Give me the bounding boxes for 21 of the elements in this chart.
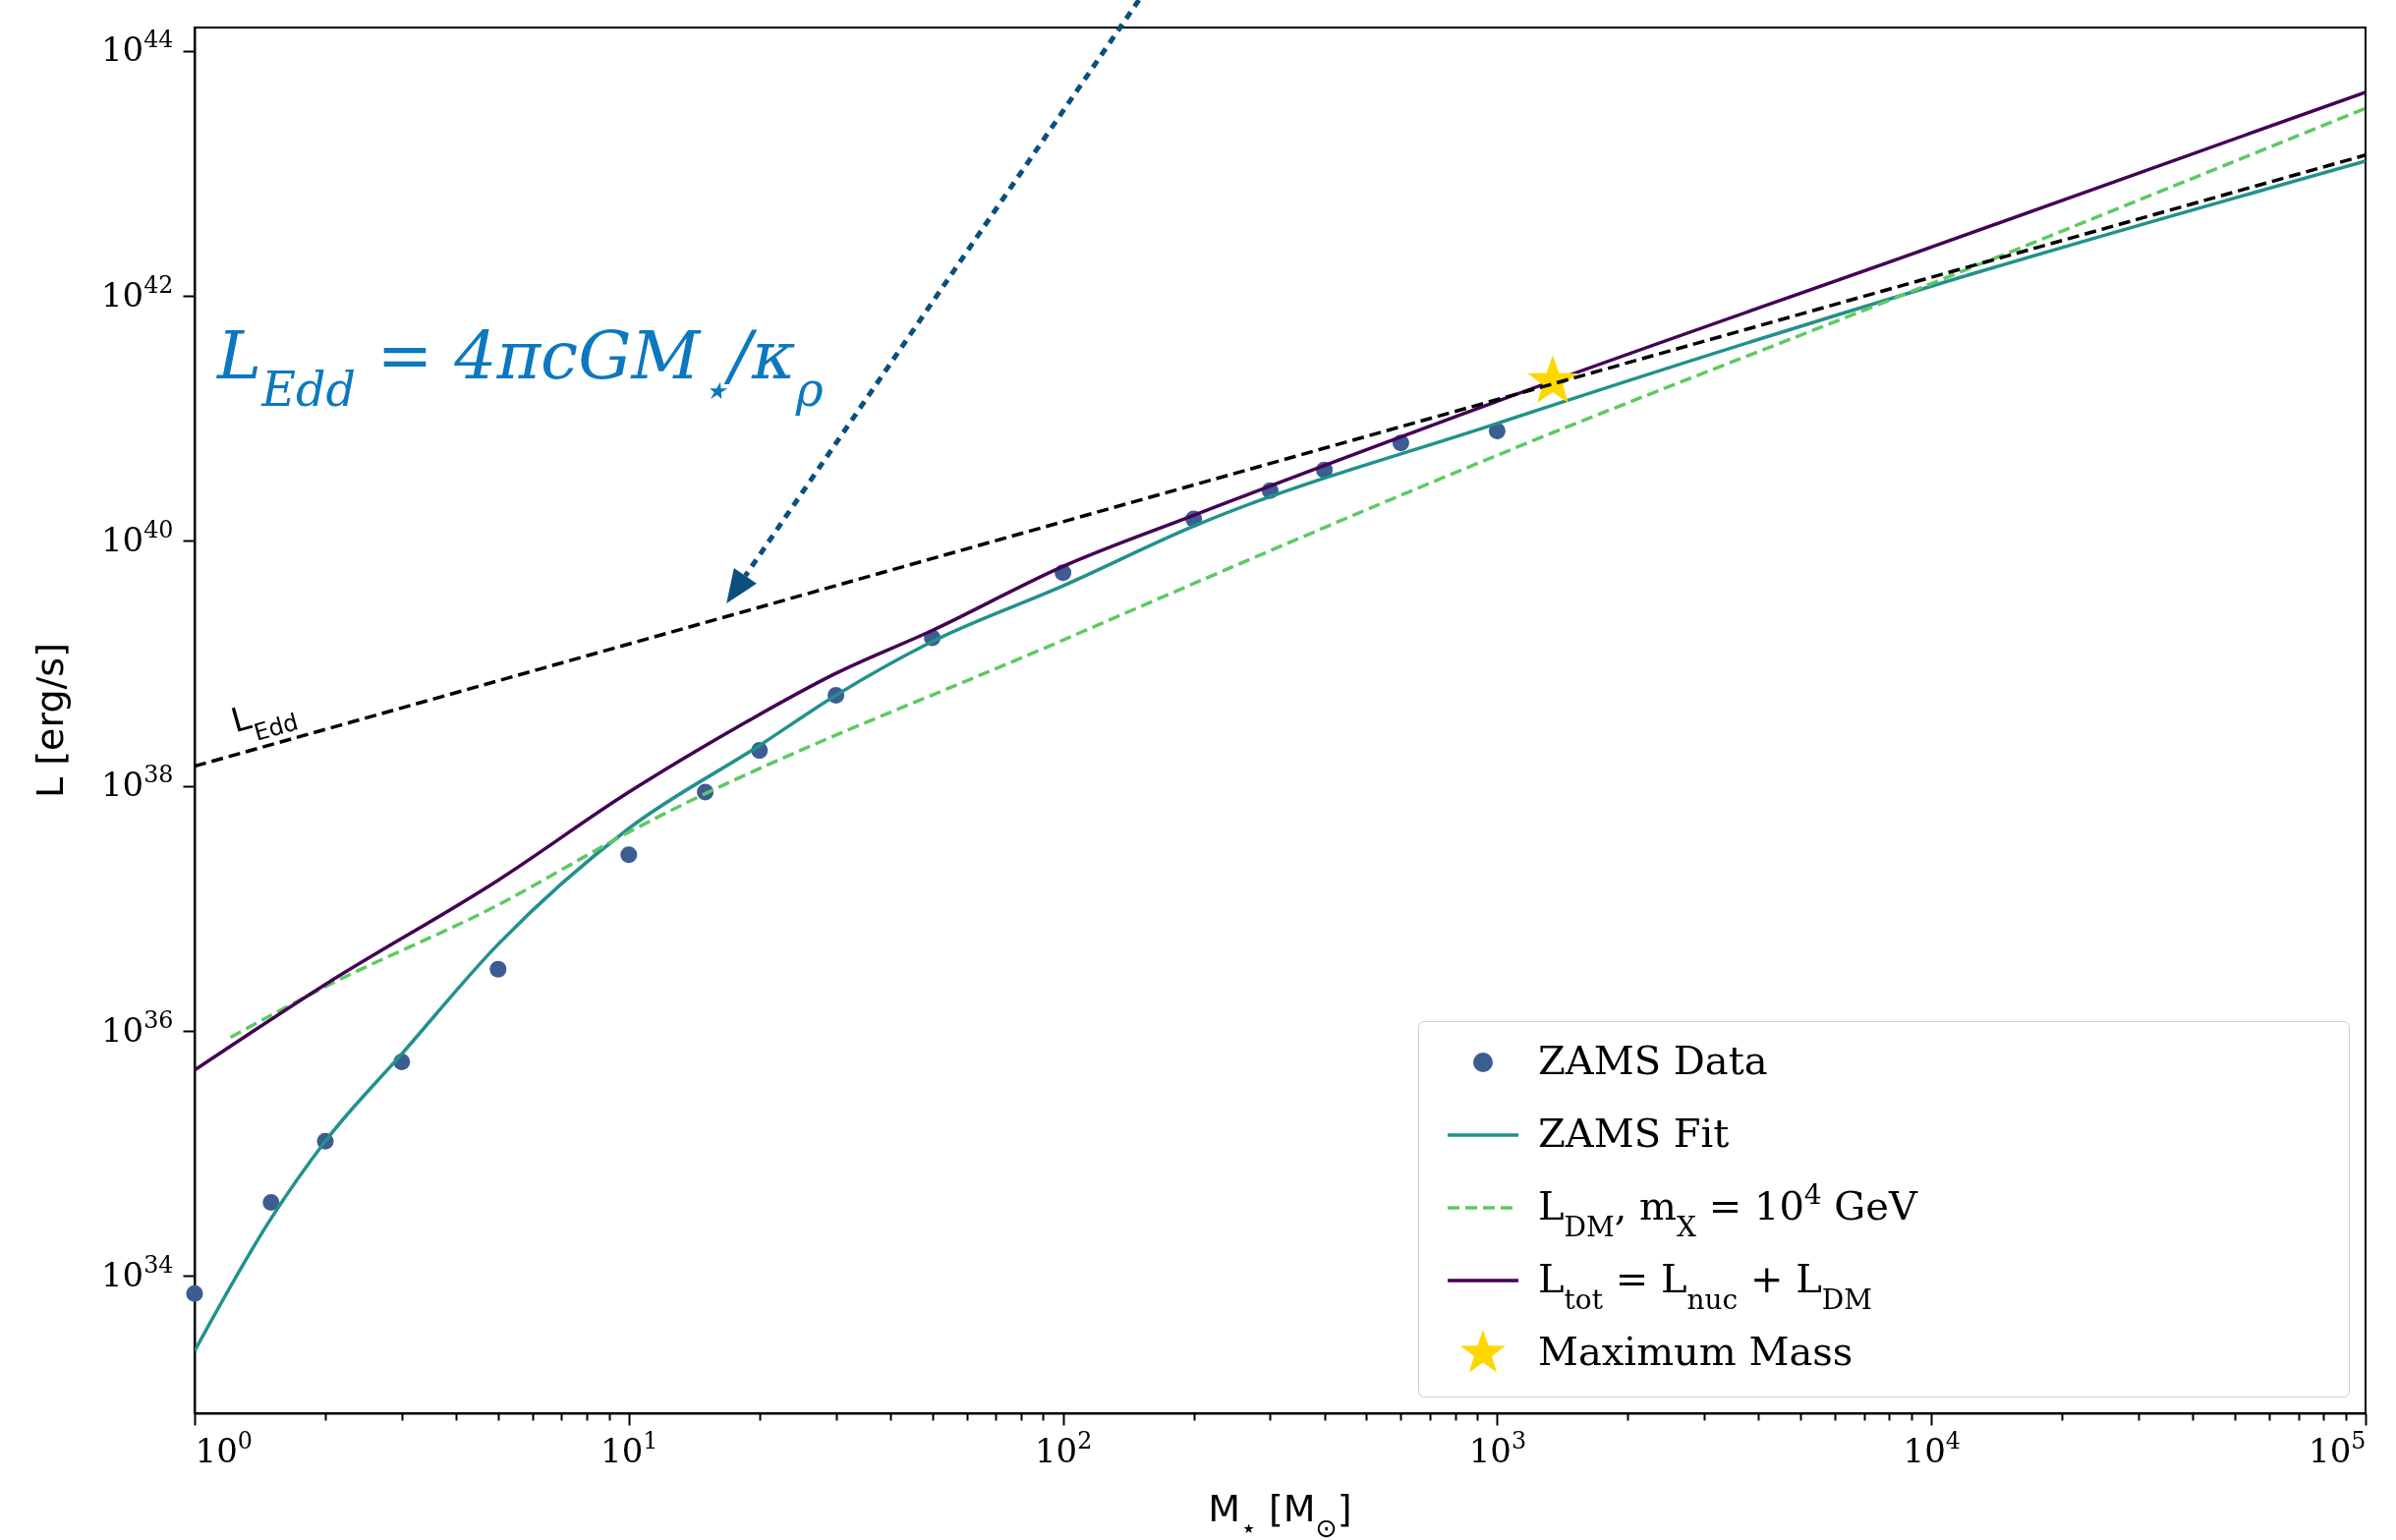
legend-label: Maximum Mass <box>1538 1329 1854 1374</box>
x-tick-label: 10$^{0}$ <box>195 1426 253 1470</box>
legend-label: L$_{DM}$, m$_{X}$ = 10$^{4}$ GeV <box>1538 1177 1918 1243</box>
y-tick-label: 10$^{38}$ <box>100 761 174 805</box>
y-tick-label: 10$^{36}$ <box>100 1005 174 1050</box>
y-tick-label: 10$^{40}$ <box>100 515 174 559</box>
x-tick-label: 10$^{2}$ <box>1034 1426 1093 1470</box>
legend-label: L$_{tot}$ = L$_{nuc}$ + L$_{DM}$ <box>1538 1256 1872 1316</box>
x-tick-label: 10$^{3}$ <box>1468 1426 1527 1470</box>
y-tick-label: 10$^{42}$ <box>100 270 174 314</box>
x-axis-title: M$_{⋆}$ [M$_{⊙}$] <box>1208 1487 1352 1540</box>
legend-label: ZAMS Fit <box>1538 1111 1730 1156</box>
x-tick-label: 10$^{1}$ <box>600 1426 658 1470</box>
x-tick-label: 10$^{5}$ <box>2309 1426 2367 1470</box>
annotation: L$_{Edd}$ <box>226 697 302 747</box>
y-tick-label: 10$^{44}$ <box>100 26 174 70</box>
y-axis-title: L [erg/s] <box>29 643 72 798</box>
y-tick-label: 10$^{34}$ <box>100 1250 174 1294</box>
annotation: L$_{Edd}$ = 4πcGM$_{⋆}$/κ$_{ρ}$ <box>215 315 824 417</box>
x-tick-label: 10$^{4}$ <box>1903 1426 1961 1470</box>
legend-label: ZAMS Data <box>1538 1038 1768 1083</box>
